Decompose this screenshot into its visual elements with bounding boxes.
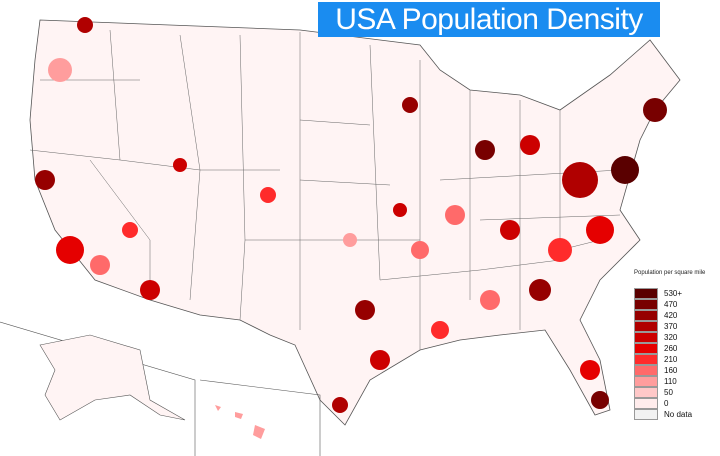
legend-item: 470 bbox=[634, 299, 720, 310]
legend-swatch bbox=[634, 398, 658, 409]
legend-label: 160 bbox=[664, 366, 678, 375]
legend-swatch bbox=[634, 354, 658, 365]
legend-item: 530+ bbox=[634, 288, 720, 299]
legend-label: 0 bbox=[664, 399, 669, 408]
usa-outline bbox=[29, 19, 681, 426]
density-areas bbox=[35, 17, 667, 413]
legend-item: 320 bbox=[634, 332, 720, 343]
legend-item: No data bbox=[634, 409, 720, 420]
legend-label: 110 bbox=[664, 377, 677, 386]
legend-label: 320 bbox=[664, 333, 678, 342]
legend-label: 370 bbox=[664, 322, 678, 331]
legend-item: 0 bbox=[634, 398, 720, 409]
legend-item: 370 bbox=[634, 321, 720, 332]
legend-swatch bbox=[634, 288, 658, 299]
legend-item: 50 bbox=[634, 387, 720, 398]
legend-label: No data bbox=[664, 410, 693, 419]
legend-item: 110 bbox=[634, 376, 720, 387]
insets bbox=[0, 321, 321, 456]
state-borders bbox=[29, 29, 621, 350]
legend-swatch bbox=[634, 332, 658, 343]
legend-label: 260 bbox=[664, 344, 678, 353]
legend-label: 470 bbox=[664, 300, 678, 309]
legend: Population per square mile 530+ 470 420 370… bbox=[634, 270, 720, 420]
legend-swatch bbox=[634, 310, 658, 321]
legend-swatch bbox=[634, 365, 658, 376]
legend-swatch bbox=[634, 321, 658, 332]
legend-item: 260 bbox=[634, 343, 720, 354]
legend-swatch bbox=[634, 387, 658, 398]
legend-label: 530+ bbox=[664, 289, 683, 298]
legend-swatch bbox=[634, 299, 658, 310]
legend-item: 210 bbox=[634, 354, 720, 365]
legend-item: 420 bbox=[634, 310, 720, 321]
legend-label: 420 bbox=[664, 311, 678, 320]
legend-swatch bbox=[634, 343, 658, 354]
map-title: USA Population Density bbox=[318, 2, 660, 37]
legend-label: 50 bbox=[664, 388, 673, 397]
legend-title: Population per square mile bbox=[634, 270, 706, 276]
legend-swatch bbox=[634, 409, 658, 420]
legend-item: 160 bbox=[634, 365, 720, 376]
legend-label: 210 bbox=[664, 355, 678, 364]
legend-swatch bbox=[634, 376, 658, 387]
